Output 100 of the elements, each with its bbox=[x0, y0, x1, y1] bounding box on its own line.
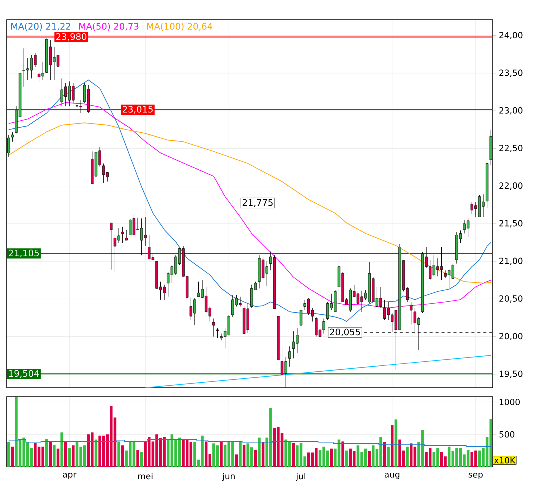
text: MA(20) 21,22 bbox=[12, 23, 71, 32]
x-tick-label: sep bbox=[468, 473, 483, 480]
bar bbox=[186, 439, 189, 467]
y-tick-label: 21,50 bbox=[500, 220, 523, 228]
bar bbox=[452, 451, 455, 467]
line-series bbox=[8, 122, 492, 284]
ref-line-label: 19,504 bbox=[9, 370, 40, 378]
candlestick bbox=[440, 247, 444, 281]
candlestick bbox=[132, 214, 136, 237]
candlestick bbox=[410, 302, 413, 326]
bar bbox=[76, 442, 79, 467]
y-tick-label: 20,00 bbox=[500, 333, 523, 340]
bar bbox=[250, 448, 254, 467]
candlestick bbox=[148, 234, 151, 260]
x-tick-label: jun bbox=[222, 473, 235, 482]
bar bbox=[459, 448, 462, 467]
candlestick bbox=[280, 346, 284, 376]
bar bbox=[163, 437, 166, 467]
bar bbox=[190, 442, 193, 467]
bar bbox=[254, 450, 258, 467]
candlestick bbox=[470, 202, 474, 214]
bar bbox=[414, 446, 417, 467]
candlestick bbox=[436, 258, 440, 277]
candlestick bbox=[239, 296, 242, 307]
bar bbox=[398, 440, 402, 467]
bar bbox=[170, 434, 174, 467]
candlestick bbox=[387, 302, 390, 321]
bar bbox=[38, 446, 41, 467]
bar bbox=[132, 442, 136, 467]
candlestick bbox=[429, 260, 432, 281]
bar bbox=[296, 446, 299, 467]
candlestick bbox=[190, 298, 192, 321]
candlestick bbox=[26, 58, 30, 80]
bar bbox=[258, 438, 261, 467]
candlestick bbox=[22, 48, 26, 88]
candlestick bbox=[262, 256, 265, 281]
bar bbox=[228, 442, 230, 467]
y-tick-label: 1000 bbox=[500, 398, 520, 406]
bar bbox=[262, 442, 265, 467]
candlestick bbox=[11, 132, 14, 142]
candlestick bbox=[110, 222, 113, 270]
bar bbox=[91, 432, 94, 467]
bar bbox=[391, 426, 394, 467]
candlestick bbox=[444, 270, 447, 278]
candlestick bbox=[326, 302, 330, 321]
bar bbox=[353, 451, 356, 467]
candlestick bbox=[308, 298, 310, 316]
bar bbox=[235, 454, 238, 467]
candlestick bbox=[360, 290, 364, 312]
bar bbox=[456, 448, 458, 467]
candlestick bbox=[232, 295, 234, 318]
candlestick bbox=[478, 195, 482, 218]
ref-line-label: 23,980 bbox=[56, 33, 87, 42]
y-tick-label: 22,00 bbox=[500, 182, 523, 190]
bar bbox=[440, 452, 444, 467]
bar bbox=[372, 446, 375, 467]
ref-line-label: 23,015 bbox=[122, 106, 153, 114]
bar bbox=[98, 436, 102, 467]
bar bbox=[204, 442, 208, 467]
bar bbox=[42, 446, 44, 467]
candlestick bbox=[220, 334, 223, 341]
y-tick-label: 21,00 bbox=[500, 258, 523, 266]
candlestick bbox=[72, 82, 75, 104]
bar bbox=[474, 450, 478, 467]
bar bbox=[34, 443, 37, 467]
bar bbox=[232, 442, 234, 467]
ref-line-label: 21,775 bbox=[242, 199, 273, 208]
bar bbox=[46, 439, 48, 467]
candlestick bbox=[129, 219, 132, 236]
y-tick-label: 24,00 bbox=[500, 32, 523, 40]
candlestick bbox=[80, 100, 82, 114]
candlestick bbox=[102, 163, 106, 184]
bar bbox=[466, 450, 470, 467]
candlestick bbox=[300, 310, 303, 334]
bar bbox=[349, 448, 352, 467]
x-tick-label: jul bbox=[296, 473, 306, 482]
bar bbox=[156, 434, 158, 467]
candlestick bbox=[322, 318, 326, 334]
bar bbox=[201, 436, 204, 467]
candlestick bbox=[466, 218, 470, 238]
y-tick-label: 23,50 bbox=[500, 70, 523, 78]
bar bbox=[307, 452, 310, 467]
bar bbox=[270, 408, 272, 467]
candlestick bbox=[266, 261, 268, 287]
bar bbox=[356, 446, 360, 467]
bar bbox=[136, 450, 140, 467]
bar bbox=[342, 442, 344, 467]
candlestick bbox=[463, 220, 466, 234]
candlestick bbox=[258, 255, 261, 289]
bar bbox=[118, 442, 120, 467]
candlestick bbox=[76, 96, 79, 110]
candlestick bbox=[292, 331, 296, 359]
candlestick bbox=[380, 286, 382, 308]
bar bbox=[300, 443, 303, 467]
bar bbox=[8, 442, 10, 467]
bar bbox=[87, 434, 90, 467]
bar bbox=[277, 427, 280, 467]
candlestick bbox=[64, 82, 68, 107]
bar bbox=[15, 397, 18, 467]
bar bbox=[53, 444, 56, 467]
